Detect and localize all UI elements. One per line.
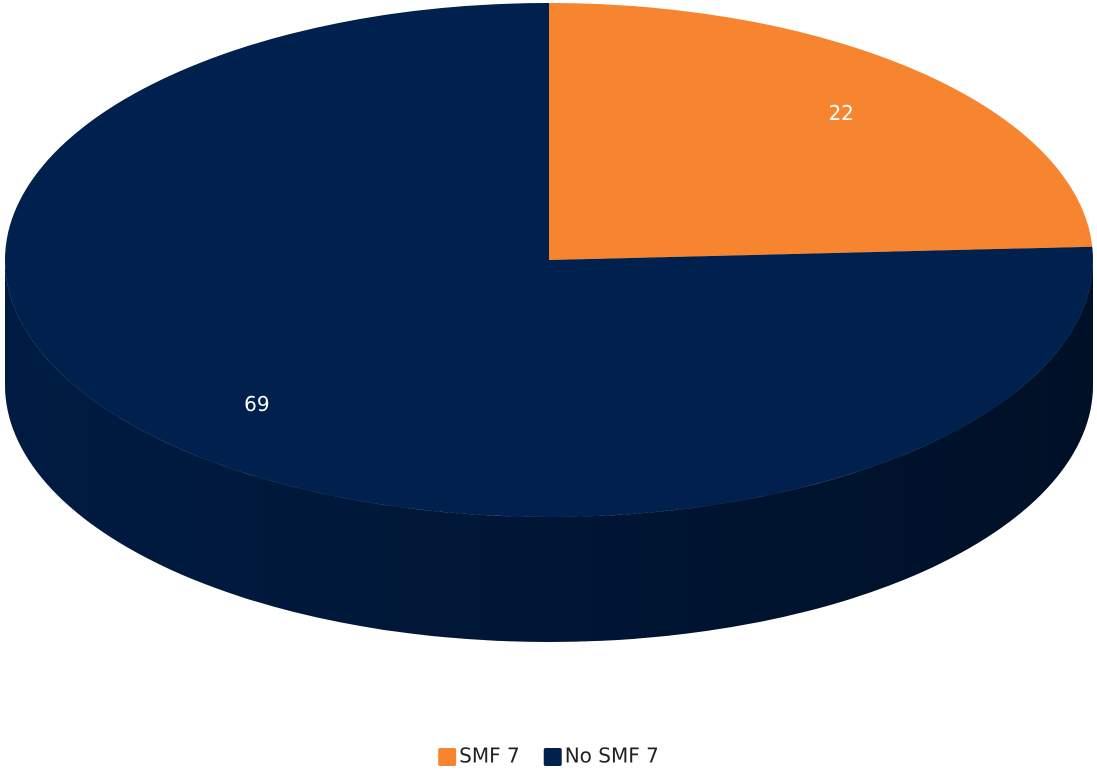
pie-sides: [5, 260, 1093, 642]
data-label: 69: [244, 392, 269, 416]
pie-slice: [549, 3, 1093, 260]
data-label: 22: [828, 101, 853, 125]
legend-label: No SMF 7: [565, 744, 659, 768]
legend-label: SMF 7: [459, 744, 520, 768]
legend: SMF 7 No SMF 7: [438, 744, 659, 768]
pie-side-shade: [5, 260, 1093, 642]
data-labels: 22 69: [244, 101, 854, 416]
legend-swatch: [543, 748, 562, 766]
pie-tops: [4, 3, 1094, 517]
pie-slice: [4, 3, 1094, 517]
legend-swatch: [438, 748, 457, 766]
